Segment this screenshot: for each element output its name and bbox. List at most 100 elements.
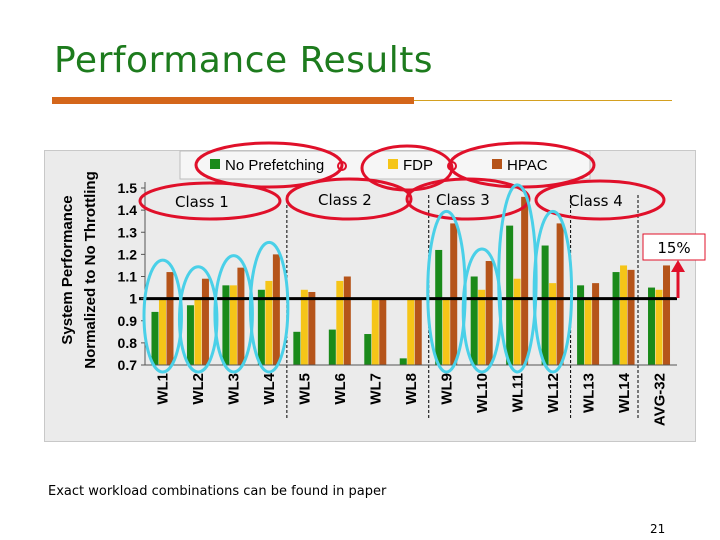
bar-WL13-0 bbox=[577, 285, 585, 365]
x-tick-label: WL14 bbox=[616, 372, 633, 413]
y-axis-label-line: Normalized to No Throttling bbox=[82, 171, 99, 368]
x-tick-label: WL12 bbox=[545, 373, 562, 413]
bar-WL1-2 bbox=[166, 272, 174, 365]
bar-WL3-0 bbox=[222, 285, 230, 365]
y-axis-label: System Performance Normalized to No Throt… bbox=[59, 171, 99, 368]
x-tick-label: WL11 bbox=[509, 373, 526, 412]
x-tick-label: WL8 bbox=[403, 373, 420, 405]
bar-WL6-0 bbox=[328, 329, 336, 365]
annotation-circles-layer bbox=[138, 141, 666, 374]
footnote: Exact workload combinations can be found… bbox=[48, 484, 387, 499]
bar-WL8-0 bbox=[399, 358, 407, 365]
workload-highlight-ellipse bbox=[248, 240, 290, 374]
y-tick-label: 1.3 bbox=[118, 224, 138, 240]
x-tick-label: WL10 bbox=[474, 373, 491, 413]
bar-WL14-1 bbox=[620, 265, 628, 365]
class-circle bbox=[138, 181, 282, 221]
bar-WL12-0 bbox=[541, 245, 549, 365]
bar-WL4-1 bbox=[265, 280, 273, 365]
bar-WL4-2 bbox=[272, 254, 280, 365]
legend-swatch bbox=[492, 159, 502, 169]
y-tick-label: 1.5 bbox=[118, 180, 138, 196]
legend-layer: No Prefetching FDP HPAC bbox=[210, 157, 548, 174]
bar-WL7-2 bbox=[379, 298, 387, 365]
bar-AVG-32-2 bbox=[663, 265, 671, 365]
bar-WL13-1 bbox=[584, 298, 592, 365]
bar-WL10-1 bbox=[478, 289, 486, 365]
y-tick-label: 0.9 bbox=[118, 313, 138, 329]
bar-WL5-1 bbox=[300, 289, 308, 365]
page-number: 21 bbox=[650, 522, 666, 536]
bar-WL1-0 bbox=[151, 311, 159, 365]
bar-WL12-2 bbox=[556, 223, 564, 365]
bar-WL9-0 bbox=[435, 249, 443, 365]
bar-WL4-0 bbox=[257, 289, 265, 365]
legend-box bbox=[179, 150, 591, 180]
y-tick-label: 1.4 bbox=[118, 202, 138, 218]
legend-connector-dot bbox=[337, 161, 347, 171]
legend-connector-dot bbox=[447, 161, 457, 171]
y-tick-label: 0.8 bbox=[118, 335, 138, 351]
title-underline-rule bbox=[414, 100, 672, 101]
bar-WL14-0 bbox=[612, 272, 620, 365]
bar-WL2-1 bbox=[194, 298, 202, 365]
workload-highlight-ellipse bbox=[532, 209, 574, 374]
x-tick-label: WL3 bbox=[226, 373, 243, 405]
y-tick-label: 1.1 bbox=[118, 269, 138, 285]
class-label: Class 3 bbox=[436, 191, 490, 209]
bar-WL9-2 bbox=[450, 223, 458, 365]
class-circle bbox=[405, 177, 531, 221]
x-tick-label: WL2 bbox=[190, 373, 207, 405]
bar-WL8-2 bbox=[414, 298, 422, 365]
class-label: Class 2 bbox=[318, 191, 372, 209]
bar-AVG-32-0 bbox=[648, 287, 656, 365]
gain-label: 15% bbox=[657, 239, 690, 257]
bar-WL9-1 bbox=[442, 298, 450, 365]
x-tick-label: AVG-32 bbox=[651, 373, 668, 426]
bar-WL2-2 bbox=[201, 278, 209, 365]
legend-label: HPAC bbox=[507, 157, 548, 174]
bar-WL8-1 bbox=[407, 298, 415, 365]
bar-WL2-0 bbox=[186, 305, 194, 365]
class-circle bbox=[285, 177, 413, 221]
bar-WL7-1 bbox=[371, 298, 379, 365]
legend-swatch bbox=[210, 159, 220, 169]
bar-WL7-0 bbox=[364, 334, 372, 365]
chart-background bbox=[44, 150, 696, 442]
bar-WL1-1 bbox=[158, 298, 166, 365]
bar-WL3-1 bbox=[229, 285, 237, 365]
x-tick-label: WL5 bbox=[297, 373, 314, 405]
bar-WL6-1 bbox=[336, 280, 344, 365]
gain-box bbox=[642, 233, 706, 261]
workload-highlight-ellipse bbox=[142, 258, 183, 374]
class-labels-layer: Class 1 Class 2 Class 3 Class 4 bbox=[175, 191, 623, 211]
bar-WL10-2 bbox=[485, 261, 493, 365]
bar-WL13-2 bbox=[592, 283, 600, 365]
class-label: Class 1 bbox=[175, 193, 229, 211]
legend-circle-noprefetch bbox=[194, 141, 344, 189]
y-axis-label-line: System Performance bbox=[59, 195, 76, 344]
bar-WL11-2 bbox=[521, 196, 529, 365]
slide-title: Performance Results bbox=[54, 40, 434, 81]
bar-WL11-0 bbox=[506, 225, 514, 365]
y-tick-label: 0.7 bbox=[118, 357, 138, 373]
x-ticks-layer: WL1 WL2 WL3 WL4 WL5 WL6 WL7 WL8 WL9 WL10 WL11 WL12 W… bbox=[155, 372, 669, 426]
gain-annotation-layer: 15% bbox=[642, 233, 706, 298]
bar-WL3-2 bbox=[237, 267, 245, 365]
bar-WL14-2 bbox=[627, 269, 635, 365]
x-tick-label: WL1 bbox=[155, 373, 172, 405]
legend-label: No Prefetching bbox=[225, 157, 324, 174]
workload-highlight-ellipse bbox=[497, 183, 538, 374]
workload-highlight-ellipse bbox=[213, 254, 254, 374]
bar-WL11-1 bbox=[513, 278, 521, 365]
bar-WL10-0 bbox=[470, 276, 478, 365]
workload-highlight-ellipse bbox=[177, 265, 219, 374]
bar-WL12-1 bbox=[549, 283, 557, 365]
x-tick-label: WL6 bbox=[332, 373, 349, 405]
legend-label: FDP bbox=[403, 157, 433, 174]
y-tick-label: 1 bbox=[129, 291, 137, 307]
x-tick-label: WL4 bbox=[261, 372, 278, 404]
bar-WL6-2 bbox=[343, 276, 351, 365]
bar-WL5-0 bbox=[293, 331, 301, 365]
